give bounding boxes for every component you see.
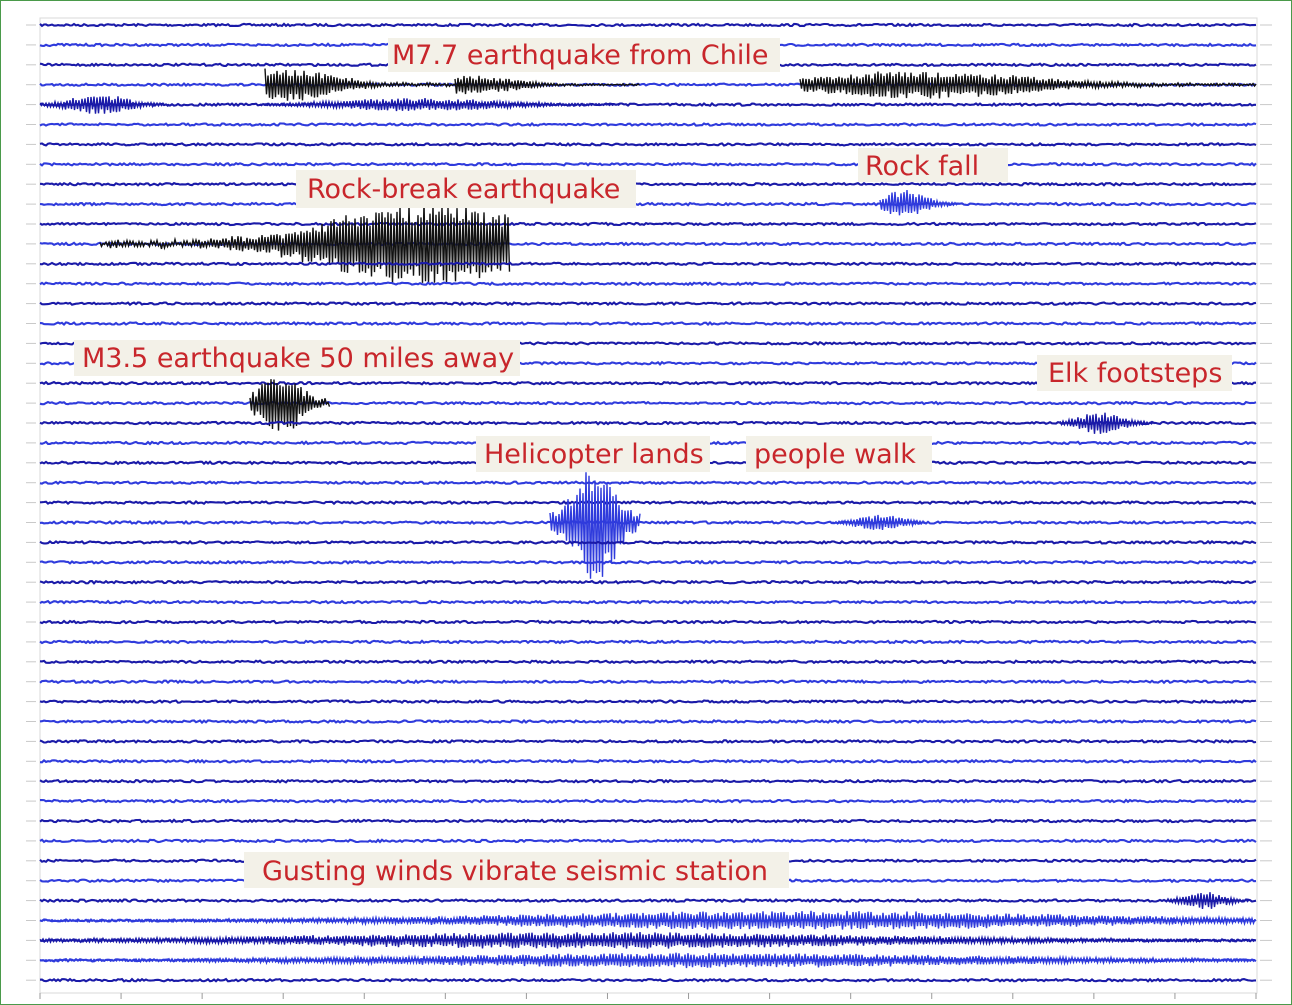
trace-row — [39, 818, 1257, 824]
trace-row — [39, 22, 1257, 28]
annotation-m35-label: M3.5 earthquake 50 miles away — [82, 343, 514, 374]
annotation-rockfall-label: Rock fall — [865, 151, 979, 182]
annotation-chile: M7.7 earthquake from Chile — [388, 38, 780, 72]
trace-row — [39, 221, 1257, 227]
label-background — [476, 436, 710, 472]
label-background — [244, 852, 789, 888]
event-burst — [879, 190, 960, 216]
annotation-m35: M3.5 earthquake 50 miles away — [74, 340, 520, 376]
trace-row — [39, 241, 1257, 247]
trace-row — [39, 639, 1257, 645]
time-axis-ticks — [26, 24, 1272, 999]
label-background — [296, 170, 636, 208]
trace-row — [39, 539, 1257, 545]
event-burst — [249, 379, 331, 431]
trace-row — [39, 838, 1257, 844]
annotation-elk: Elk footsteps — [1037, 355, 1232, 391]
trace-row — [39, 281, 1257, 287]
event-burst — [99, 201, 511, 285]
trace-row — [39, 201, 1257, 207]
trace-row — [39, 679, 1257, 685]
seismic-traces — [39, 22, 1257, 983]
trace-row — [39, 559, 1257, 565]
trace-row — [39, 261, 1257, 267]
annotation-heli-label: Helicopter lands — [484, 439, 704, 470]
trace-row — [39, 758, 1257, 764]
annotation-wind: Gusting winds vibrate seismic station — [244, 852, 789, 888]
event-burst — [1164, 892, 1250, 909]
annotation-rockfall: Rock fall — [858, 148, 1008, 182]
trace-row — [39, 161, 1257, 167]
trace-row — [39, 898, 1257, 904]
event-burst — [259, 97, 621, 112]
trace-row — [39, 977, 1257, 983]
trace-row — [39, 321, 1257, 327]
trace-row — [39, 798, 1257, 804]
trace-row — [39, 122, 1257, 128]
trace-row — [39, 718, 1257, 725]
annotation-heli: Helicopter lands — [476, 436, 710, 472]
trace-row — [39, 102, 1256, 108]
event-burst — [39, 952, 1256, 969]
label-background — [388, 38, 780, 72]
trace-row — [39, 400, 1257, 406]
trace-row — [39, 141, 1257, 147]
trace-row — [39, 579, 1256, 585]
trace-row — [39, 480, 1257, 486]
trace-row — [39, 500, 1256, 506]
annotation-walk-label: people walk — [754, 439, 916, 470]
trace-row — [39, 619, 1257, 625]
event-burst — [799, 71, 1257, 99]
event-burst — [549, 472, 641, 579]
annotation-wind-label: Gusting winds vibrate seismic station — [262, 856, 768, 887]
event-burst — [829, 514, 926, 530]
trace-row — [39, 519, 1257, 526]
event-burst — [39, 96, 170, 114]
event-burst — [454, 75, 640, 95]
annotation-walk: people walk — [746, 436, 932, 472]
event-burst — [264, 68, 470, 101]
annotation-rockbreak: Rock-break earthquake — [296, 170, 636, 208]
event-burst — [1059, 412, 1155, 434]
trace-row — [39, 778, 1257, 784]
trace-row — [39, 599, 1257, 605]
annotation-elk-label: Elk footsteps — [1048, 358, 1222, 389]
label-background — [74, 340, 520, 376]
plot-area-border — [39, 17, 1258, 994]
trace-row — [39, 659, 1257, 665]
trace-row — [39, 420, 1257, 426]
trace-row — [39, 738, 1257, 744]
event-burst — [39, 910, 1256, 930]
trace-row — [39, 699, 1257, 705]
label-background — [746, 436, 932, 472]
event-burst — [39, 932, 1256, 949]
annotation-chile-label: M7.7 earthquake from Chile — [392, 40, 768, 71]
label-background — [858, 148, 1008, 182]
trace-row — [39, 301, 1257, 307]
annotation-rockbreak-label: Rock-break earthquake — [307, 174, 620, 205]
trace-row — [39, 181, 1257, 187]
label-background — [1037, 355, 1232, 391]
